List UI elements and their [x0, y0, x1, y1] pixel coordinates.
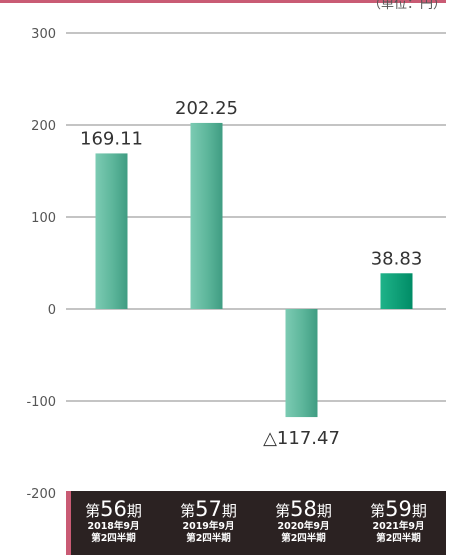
period-58: 第58期 2020年9月 第2四半期 [256, 491, 351, 555]
y-tick-label: 300 [31, 27, 56, 42]
data-labels: 169.11 202.25 △117.47 38.83 [80, 98, 422, 449]
period-57: 第57期 2019年9月 第2四半期 [161, 491, 256, 555]
period-59: 第59期 2021年9月 第2四半期 [351, 491, 446, 555]
data-label-1: 202.25 [175, 98, 238, 119]
period-title: 第56期 [85, 497, 142, 521]
y-tick-label: 0 [48, 303, 56, 318]
band-accent-bar [66, 491, 71, 555]
gridlines [66, 32, 446, 402]
period-title: 第57期 [180, 497, 237, 521]
top-border-line [0, 0, 446, 3]
period-date: 2021年9月 [372, 521, 425, 532]
y-tick-label: -200 [26, 487, 56, 502]
y-axis-ticks: 300 200 100 0 -100 -200 [26, 27, 56, 502]
data-label-2: △117.47 [263, 428, 340, 449]
bar-3 [380, 273, 413, 309]
period-title: 第59期 [370, 497, 427, 521]
period-quarter: 第2四半期 [186, 533, 231, 544]
unit-label: （単位：円） [367, 0, 446, 12]
period-quarter: 第2四半期 [376, 533, 421, 544]
bars [95, 122, 413, 418]
bar-2 [285, 309, 318, 418]
data-label-3: 38.83 [371, 248, 423, 269]
y-tick-label: 100 [31, 211, 56, 226]
data-label-0: 169.11 [80, 128, 143, 149]
period-quarter: 第2四半期 [281, 533, 326, 544]
y-tick-label: 200 [31, 119, 56, 134]
period-title: 第58期 [275, 497, 332, 521]
period-date: 2020年9月 [277, 521, 330, 532]
bar-1 [190, 122, 223, 310]
period-quarter: 第2四半期 [91, 533, 136, 544]
period-band: 第56期 2018年9月 第2四半期 第57期 2019年9月 第2四半期 第5… [66, 491, 446, 555]
period-date: 2018年9月 [87, 521, 140, 532]
bar-0 [95, 153, 128, 309]
period-date: 2019年9月 [182, 521, 235, 532]
period-56: 第56期 2018年9月 第2四半期 [66, 491, 161, 555]
y-tick-label: -100 [26, 395, 56, 410]
